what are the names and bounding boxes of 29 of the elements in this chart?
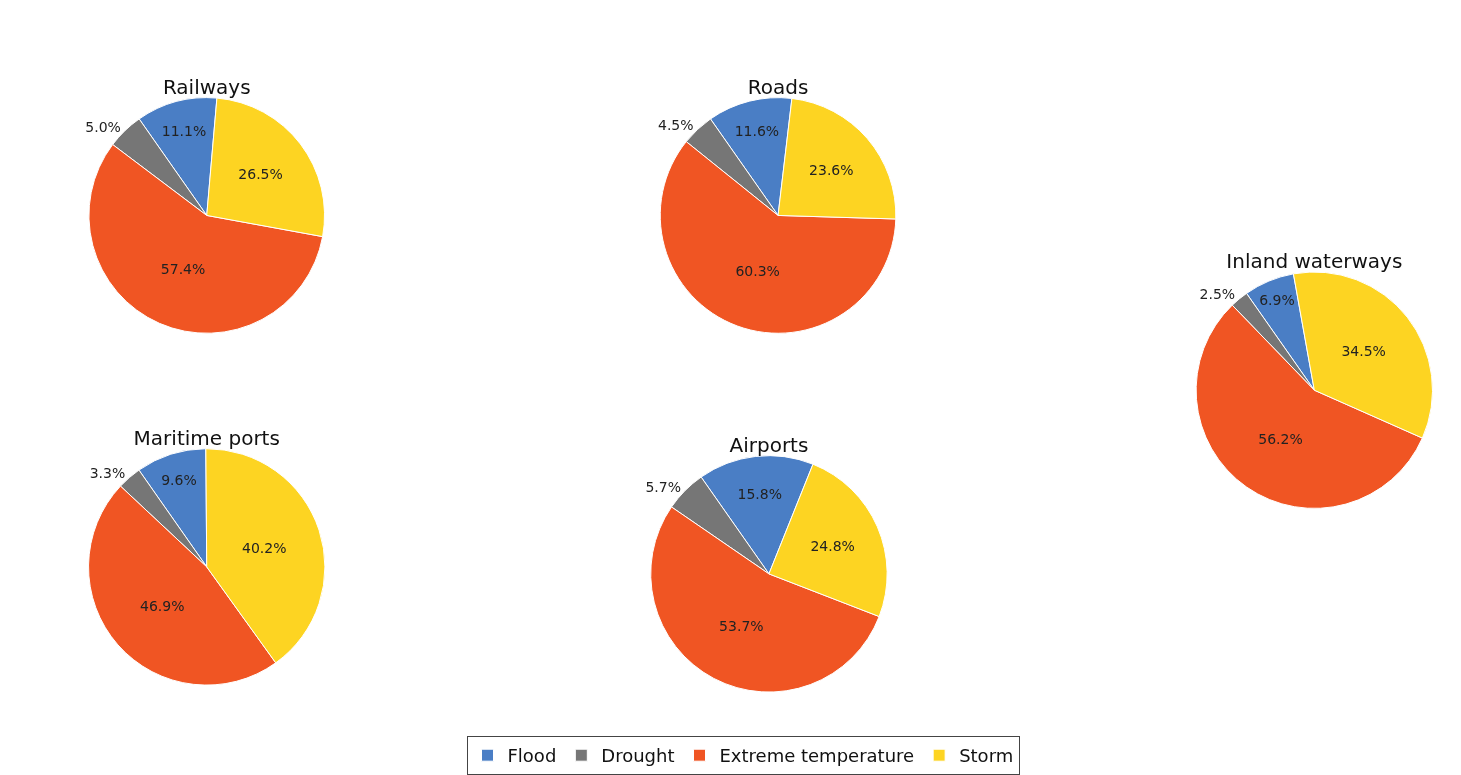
data-label: 5.7%	[645, 478, 681, 495]
chart-title: Inland waterways	[1226, 249, 1403, 273]
data-label: 53.7%	[719, 618, 764, 635]
data-label: 4.5%	[657, 117, 694, 134]
data-label: 11.6%	[734, 123, 780, 140]
data-label: 40.2%	[242, 540, 287, 557]
data-label: 24.8%	[810, 538, 855, 555]
data-label: 34.5%	[1341, 343, 1386, 360]
chart-title: Railways	[162, 74, 251, 99]
data-label: 60.3%	[735, 262, 780, 279]
chart-title: Roads	[747, 74, 809, 99]
data-label: 26.5%	[238, 166, 283, 183]
legend-label: Flood	[507, 745, 557, 767]
data-label: 15.8%	[737, 486, 783, 503]
legend-label: Drought	[601, 745, 675, 767]
data-label: 3.3%	[89, 465, 126, 482]
data-label: 9.6%	[161, 472, 197, 489]
data-label: 23.6%	[809, 161, 854, 178]
data-label: 11.1%	[161, 122, 207, 139]
data-label: 56.2%	[1258, 430, 1303, 447]
data-label: 2.5%	[1199, 286, 1236, 303]
data-label: 5.0%	[85, 118, 121, 135]
chart-title: Airports	[729, 432, 809, 457]
legend-label: Extreme temperature	[719, 745, 915, 767]
data-label: 57.4%	[160, 261, 206, 278]
legend-label: Storm	[959, 745, 1014, 767]
data-label: 6.9%	[1259, 292, 1295, 309]
chart-title: Maritime ports	[133, 425, 280, 450]
data-label: 46.9%	[139, 598, 185, 614]
